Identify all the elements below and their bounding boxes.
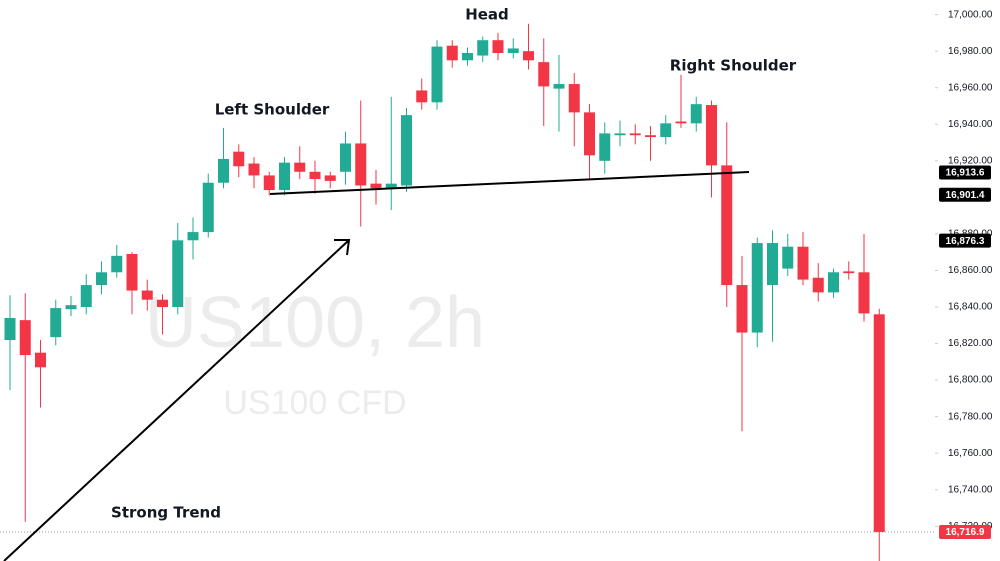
trend-arrow <box>3 240 349 561</box>
candle-body <box>126 254 138 291</box>
candle-body <box>370 183 382 189</box>
y-tick-label: 16,780.00 <box>948 411 993 422</box>
y-tick-label: 16,940.00 <box>948 119 993 130</box>
annotation: Right Shoulder <box>670 57 797 75</box>
candle-body <box>96 272 107 286</box>
candle-body <box>111 255 123 273</box>
candle-body <box>324 175 336 181</box>
candle-body <box>218 158 229 183</box>
candle-body <box>538 62 550 87</box>
plot <box>0 23 935 561</box>
candle-body <box>385 183 397 189</box>
candle-body <box>309 171 321 180</box>
arrow-head <box>334 239 351 256</box>
price-label: 16,876.3 <box>946 236 985 247</box>
candle-body <box>19 320 31 356</box>
candle-body <box>660 123 672 138</box>
candle-body <box>401 115 412 186</box>
price-label: 16,901.4 <box>946 190 985 201</box>
candle-body <box>675 121 687 124</box>
candle-body <box>141 290 153 300</box>
candle-body <box>294 162 306 172</box>
candle-body <box>340 143 351 172</box>
candle-body <box>645 135 656 138</box>
candle-body <box>858 272 870 314</box>
price-label-box <box>939 233 991 248</box>
y-tick-label: 16,960.00 <box>948 82 993 93</box>
y-tick-label: 16,980.00 <box>948 46 993 57</box>
candle-body <box>690 104 702 124</box>
y-tick-label: 16,740.00 <box>948 484 993 495</box>
annotation: Head <box>465 6 509 24</box>
y-tick-label: 16,860.00 <box>948 265 993 276</box>
y-tick-label: 16,840.00 <box>948 302 993 313</box>
candle-body <box>507 48 519 53</box>
candle-body <box>523 51 534 61</box>
candle-body <box>492 40 504 53</box>
candle-body <box>843 271 855 274</box>
candle-body <box>65 305 77 310</box>
candle-body <box>812 277 824 293</box>
candle-body <box>477 40 489 56</box>
y-tick-label: 16,820.00 <box>948 338 993 349</box>
candle-body <box>4 317 16 341</box>
y-tick-label: 17,000.00 <box>948 9 993 20</box>
candle-body <box>157 299 168 307</box>
candle-body <box>736 285 748 333</box>
candle-body <box>172 240 184 307</box>
neckline <box>269 171 750 195</box>
candle-body <box>416 90 428 103</box>
candle-body <box>568 84 580 113</box>
annotation: Left Shoulder <box>215 101 330 119</box>
y-tick-label: 16,760.00 <box>948 448 993 459</box>
candle-body <box>553 84 565 89</box>
y-tick-label: 16,920.00 <box>948 155 993 166</box>
candle-body <box>767 243 778 286</box>
candle-body <box>80 285 92 307</box>
candle-body <box>751 243 763 333</box>
candle-body <box>35 352 46 368</box>
candle-body <box>263 175 275 191</box>
price-label: 16,913.6 <box>946 168 985 179</box>
candle-body <box>614 133 626 136</box>
candle-body <box>355 143 367 186</box>
watermark-name: US100 CFD <box>223 384 406 422</box>
price-label-box <box>939 524 991 539</box>
candle-body <box>202 182 214 233</box>
watermark-symbol: US100, 2h <box>145 283 485 363</box>
candle-body <box>782 246 794 269</box>
candle-body <box>279 162 290 191</box>
candle-body <box>629 133 641 136</box>
candle-body <box>248 163 260 176</box>
candle-body <box>797 246 809 280</box>
candle-body <box>873 314 885 532</box>
candle-body <box>721 165 733 286</box>
candle-body <box>828 272 839 293</box>
candle-body <box>446 45 458 61</box>
candle-body <box>187 232 199 241</box>
candle-body <box>706 105 717 166</box>
candle-body <box>584 112 595 156</box>
candle-body <box>599 133 611 161</box>
candle-body <box>50 308 62 338</box>
candle-body <box>233 151 245 167</box>
y-tick-label: 16,800.00 <box>948 375 993 386</box>
candle-body <box>431 46 443 103</box>
price-label-box <box>939 187 991 202</box>
price-label-box <box>939 165 991 180</box>
candle-body <box>462 52 473 61</box>
price-label: 16,716.9 <box>946 527 985 538</box>
annotation: Strong Trend <box>111 504 221 522</box>
